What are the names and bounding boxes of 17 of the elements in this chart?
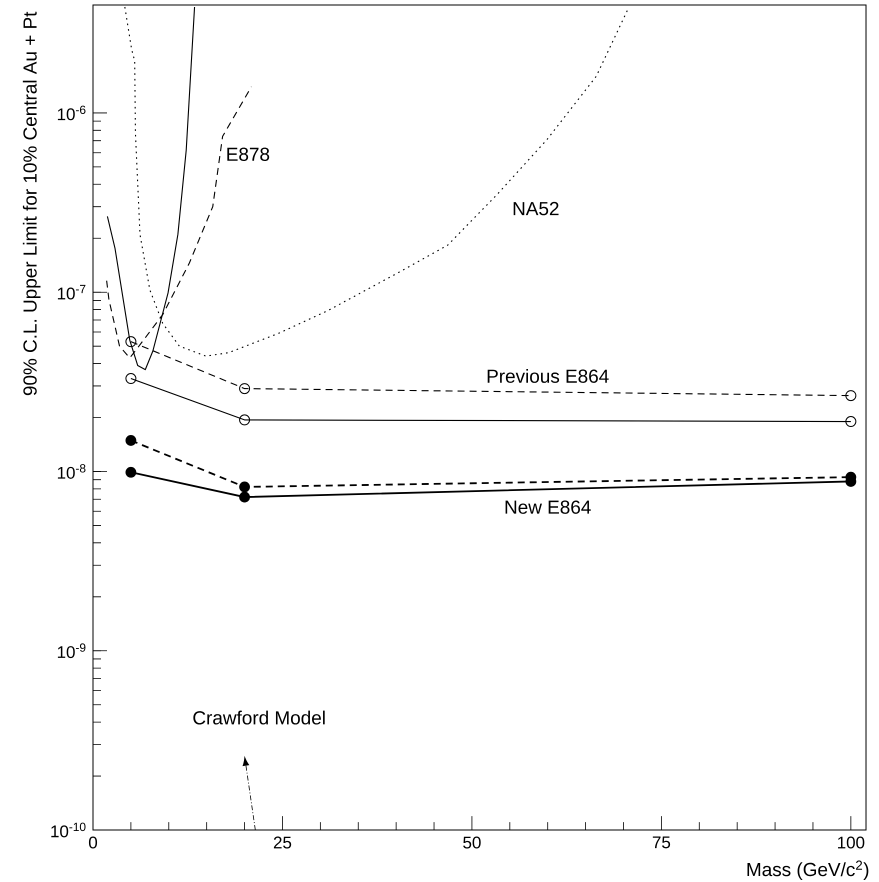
series-label: NA52 [514,202,559,216]
x-tick-label: 25 [274,836,292,849]
series-label: E878 [227,148,270,161]
x-axis-title: Mass (GeV/c$^{2}$) [747,860,868,880]
series-label: New E864 [506,500,591,514]
x-tick-label: 50 [463,836,481,849]
x-tick-label: 100 [838,836,864,849]
y-tick-label: 10$^{-9}$ [58,643,86,658]
y-tick-label: 10$^{-8}$ [58,464,86,479]
y-tick-label: 10$^{-10}$ [51,822,86,838]
annotation: Crawford Model [193,710,325,725]
series-label: Previous E864 [488,368,609,383]
y-tick-label: 10$^{-7}$ [58,284,86,300]
y-axis-title: 90% C.L. Upper Limit for 10% Central Au + Pt [22,12,40,396]
y-tick-label: 10$^{-6}$ [58,106,86,120]
x-tick-label: 75 [652,836,670,848]
x-tick-label: 0 [88,836,98,849]
